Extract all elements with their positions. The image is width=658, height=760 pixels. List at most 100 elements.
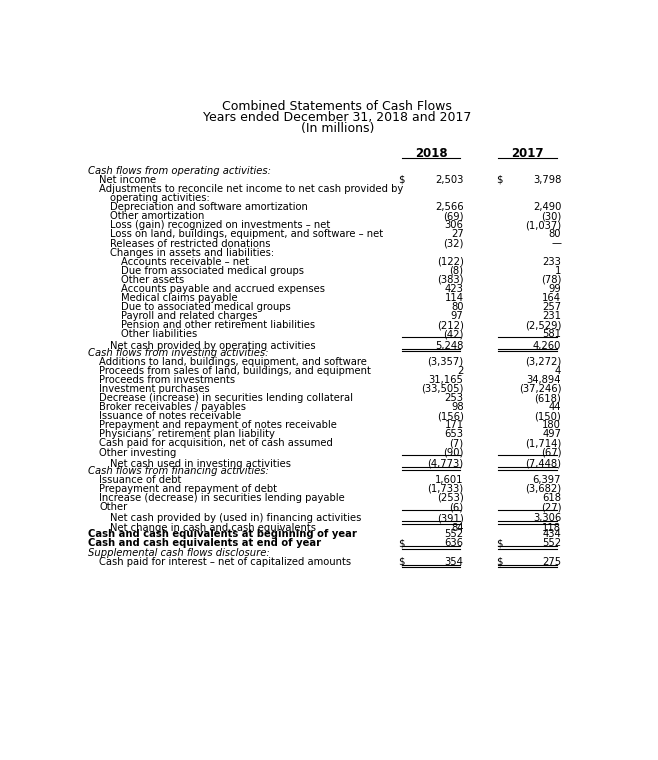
Text: 257: 257 bbox=[542, 302, 561, 312]
Text: 114: 114 bbox=[445, 293, 463, 303]
Text: 27: 27 bbox=[451, 230, 463, 239]
Text: (391): (391) bbox=[437, 514, 463, 524]
Text: Cash flows from investing activities:: Cash flows from investing activities: bbox=[88, 347, 269, 358]
Text: (69): (69) bbox=[443, 211, 463, 221]
Text: (1,037): (1,037) bbox=[525, 220, 561, 230]
Text: 171: 171 bbox=[444, 420, 463, 430]
Text: 552: 552 bbox=[444, 529, 463, 540]
Text: Years ended December 31, 2018 and 2017: Years ended December 31, 2018 and 2017 bbox=[203, 111, 471, 124]
Text: Net cash provided by operating activities: Net cash provided by operating activitie… bbox=[110, 340, 316, 351]
Text: Changes in assets and liabilities:: Changes in assets and liabilities: bbox=[110, 248, 274, 258]
Text: (150): (150) bbox=[534, 411, 561, 421]
Text: (30): (30) bbox=[541, 211, 561, 221]
Text: Cash and cash equivalents at end of year: Cash and cash equivalents at end of year bbox=[88, 538, 322, 549]
Text: 1: 1 bbox=[555, 266, 561, 276]
Text: 231: 231 bbox=[542, 312, 561, 321]
Text: (212): (212) bbox=[437, 321, 463, 331]
Text: Combined Statements of Cash Flows: Combined Statements of Cash Flows bbox=[222, 100, 452, 113]
Text: Decrease (increase) in securities lending collateral: Decrease (increase) in securities lendin… bbox=[99, 393, 353, 403]
Text: (42): (42) bbox=[443, 329, 463, 340]
Text: 4: 4 bbox=[555, 366, 561, 375]
Text: 98: 98 bbox=[451, 402, 463, 412]
Text: (27): (27) bbox=[541, 502, 561, 512]
Text: 2: 2 bbox=[457, 366, 463, 375]
Text: Cash paid for acquisition, net of cash assumed: Cash paid for acquisition, net of cash a… bbox=[99, 439, 333, 448]
Text: Cash flows from operating activities:: Cash flows from operating activities: bbox=[88, 166, 272, 176]
Text: Cash paid for interest – net of capitalized amounts: Cash paid for interest – net of capitali… bbox=[99, 556, 351, 567]
Text: (122): (122) bbox=[437, 257, 463, 267]
Text: (3,682): (3,682) bbox=[525, 484, 561, 494]
Text: 2,490: 2,490 bbox=[533, 202, 561, 212]
Text: 180: 180 bbox=[542, 420, 561, 430]
Text: 6,397: 6,397 bbox=[533, 475, 561, 485]
Text: Prepayment and repayment of debt: Prepayment and repayment of debt bbox=[99, 484, 277, 494]
Text: 164: 164 bbox=[542, 293, 561, 303]
Text: (In millions): (In millions) bbox=[301, 122, 374, 135]
Text: Other liabilities: Other liabilities bbox=[121, 329, 197, 340]
Text: Net change in cash and cash equivalents: Net change in cash and cash equivalents bbox=[110, 523, 316, 533]
Text: Accounts receivable – net: Accounts receivable – net bbox=[121, 257, 249, 267]
Text: 5,248: 5,248 bbox=[435, 340, 463, 351]
Text: Additions to land, buildings, equipment, and software: Additions to land, buildings, equipment,… bbox=[99, 356, 367, 366]
Text: —: — bbox=[551, 239, 561, 249]
Text: $: $ bbox=[399, 538, 405, 549]
Text: $: $ bbox=[496, 538, 503, 549]
Text: (7): (7) bbox=[449, 439, 463, 448]
Text: Prepayment and repayment of notes receivable: Prepayment and repayment of notes receiv… bbox=[99, 420, 337, 430]
Text: (383): (383) bbox=[437, 275, 463, 285]
Text: (1,714): (1,714) bbox=[525, 439, 561, 448]
Text: (253): (253) bbox=[437, 493, 463, 503]
Text: Net cash used in investing activities: Net cash used in investing activities bbox=[110, 459, 291, 469]
Text: 44: 44 bbox=[549, 402, 561, 412]
Text: 34,894: 34,894 bbox=[526, 375, 561, 385]
Text: 636: 636 bbox=[445, 538, 463, 549]
Text: Adjustments to reconcile net income to net cash provided by: Adjustments to reconcile net income to n… bbox=[99, 184, 403, 194]
Text: 306: 306 bbox=[445, 220, 463, 230]
Text: 653: 653 bbox=[445, 429, 463, 439]
Text: Issuance of notes receivable: Issuance of notes receivable bbox=[99, 411, 241, 421]
Text: 118: 118 bbox=[542, 523, 561, 533]
Text: 275: 275 bbox=[542, 556, 561, 567]
Text: 423: 423 bbox=[445, 284, 463, 294]
Text: 97: 97 bbox=[451, 312, 463, 321]
Text: 497: 497 bbox=[542, 429, 561, 439]
Text: Pension and other retirement liabilities: Pension and other retirement liabilities bbox=[121, 321, 315, 331]
Text: Increase (decrease) in securities lending payable: Increase (decrease) in securities lendin… bbox=[99, 493, 345, 503]
Text: Proceeds from investments: Proceeds from investments bbox=[99, 375, 236, 385]
Text: Physicians’ retirement plan liability: Physicians’ retirement plan liability bbox=[99, 429, 275, 439]
Text: 80: 80 bbox=[451, 302, 463, 312]
Text: (6): (6) bbox=[449, 502, 463, 512]
Text: (4,773): (4,773) bbox=[428, 459, 463, 469]
Text: Other: Other bbox=[99, 502, 128, 512]
Text: (2,529): (2,529) bbox=[525, 321, 561, 331]
Text: Supplemental cash flows disclosure:: Supplemental cash flows disclosure: bbox=[88, 547, 270, 558]
Text: 434: 434 bbox=[542, 529, 561, 540]
Text: (8): (8) bbox=[449, 266, 463, 276]
Text: $: $ bbox=[399, 175, 405, 185]
Text: 99: 99 bbox=[549, 284, 561, 294]
Text: Proceeds from sales of land, buildings, and equipment: Proceeds from sales of land, buildings, … bbox=[99, 366, 371, 375]
Text: (32): (32) bbox=[443, 239, 463, 249]
Text: 3,798: 3,798 bbox=[533, 175, 561, 185]
Text: Other assets: Other assets bbox=[121, 275, 184, 285]
Text: $: $ bbox=[496, 556, 503, 567]
Text: 2017: 2017 bbox=[512, 147, 544, 160]
Text: Other investing: Other investing bbox=[99, 448, 177, 458]
Text: 2,566: 2,566 bbox=[435, 202, 463, 212]
Text: 2018: 2018 bbox=[415, 147, 447, 160]
Text: 3,306: 3,306 bbox=[533, 514, 561, 524]
Text: (67): (67) bbox=[541, 448, 561, 458]
Text: Investment purchases: Investment purchases bbox=[99, 384, 210, 394]
Text: (90): (90) bbox=[443, 448, 463, 458]
Text: (37,246): (37,246) bbox=[519, 384, 561, 394]
Text: 31,165: 31,165 bbox=[428, 375, 463, 385]
Text: Cash and cash equivalents at beginning of year: Cash and cash equivalents at beginning o… bbox=[88, 529, 357, 540]
Text: (618): (618) bbox=[534, 393, 561, 403]
Text: 1,601: 1,601 bbox=[435, 475, 463, 485]
Text: Net income: Net income bbox=[99, 175, 157, 185]
Text: Issuance of debt: Issuance of debt bbox=[99, 475, 182, 485]
Text: 2,503: 2,503 bbox=[435, 175, 463, 185]
Text: Due from associated medical groups: Due from associated medical groups bbox=[121, 266, 304, 276]
Text: Payroll and related charges: Payroll and related charges bbox=[121, 312, 257, 321]
Text: 233: 233 bbox=[542, 257, 561, 267]
